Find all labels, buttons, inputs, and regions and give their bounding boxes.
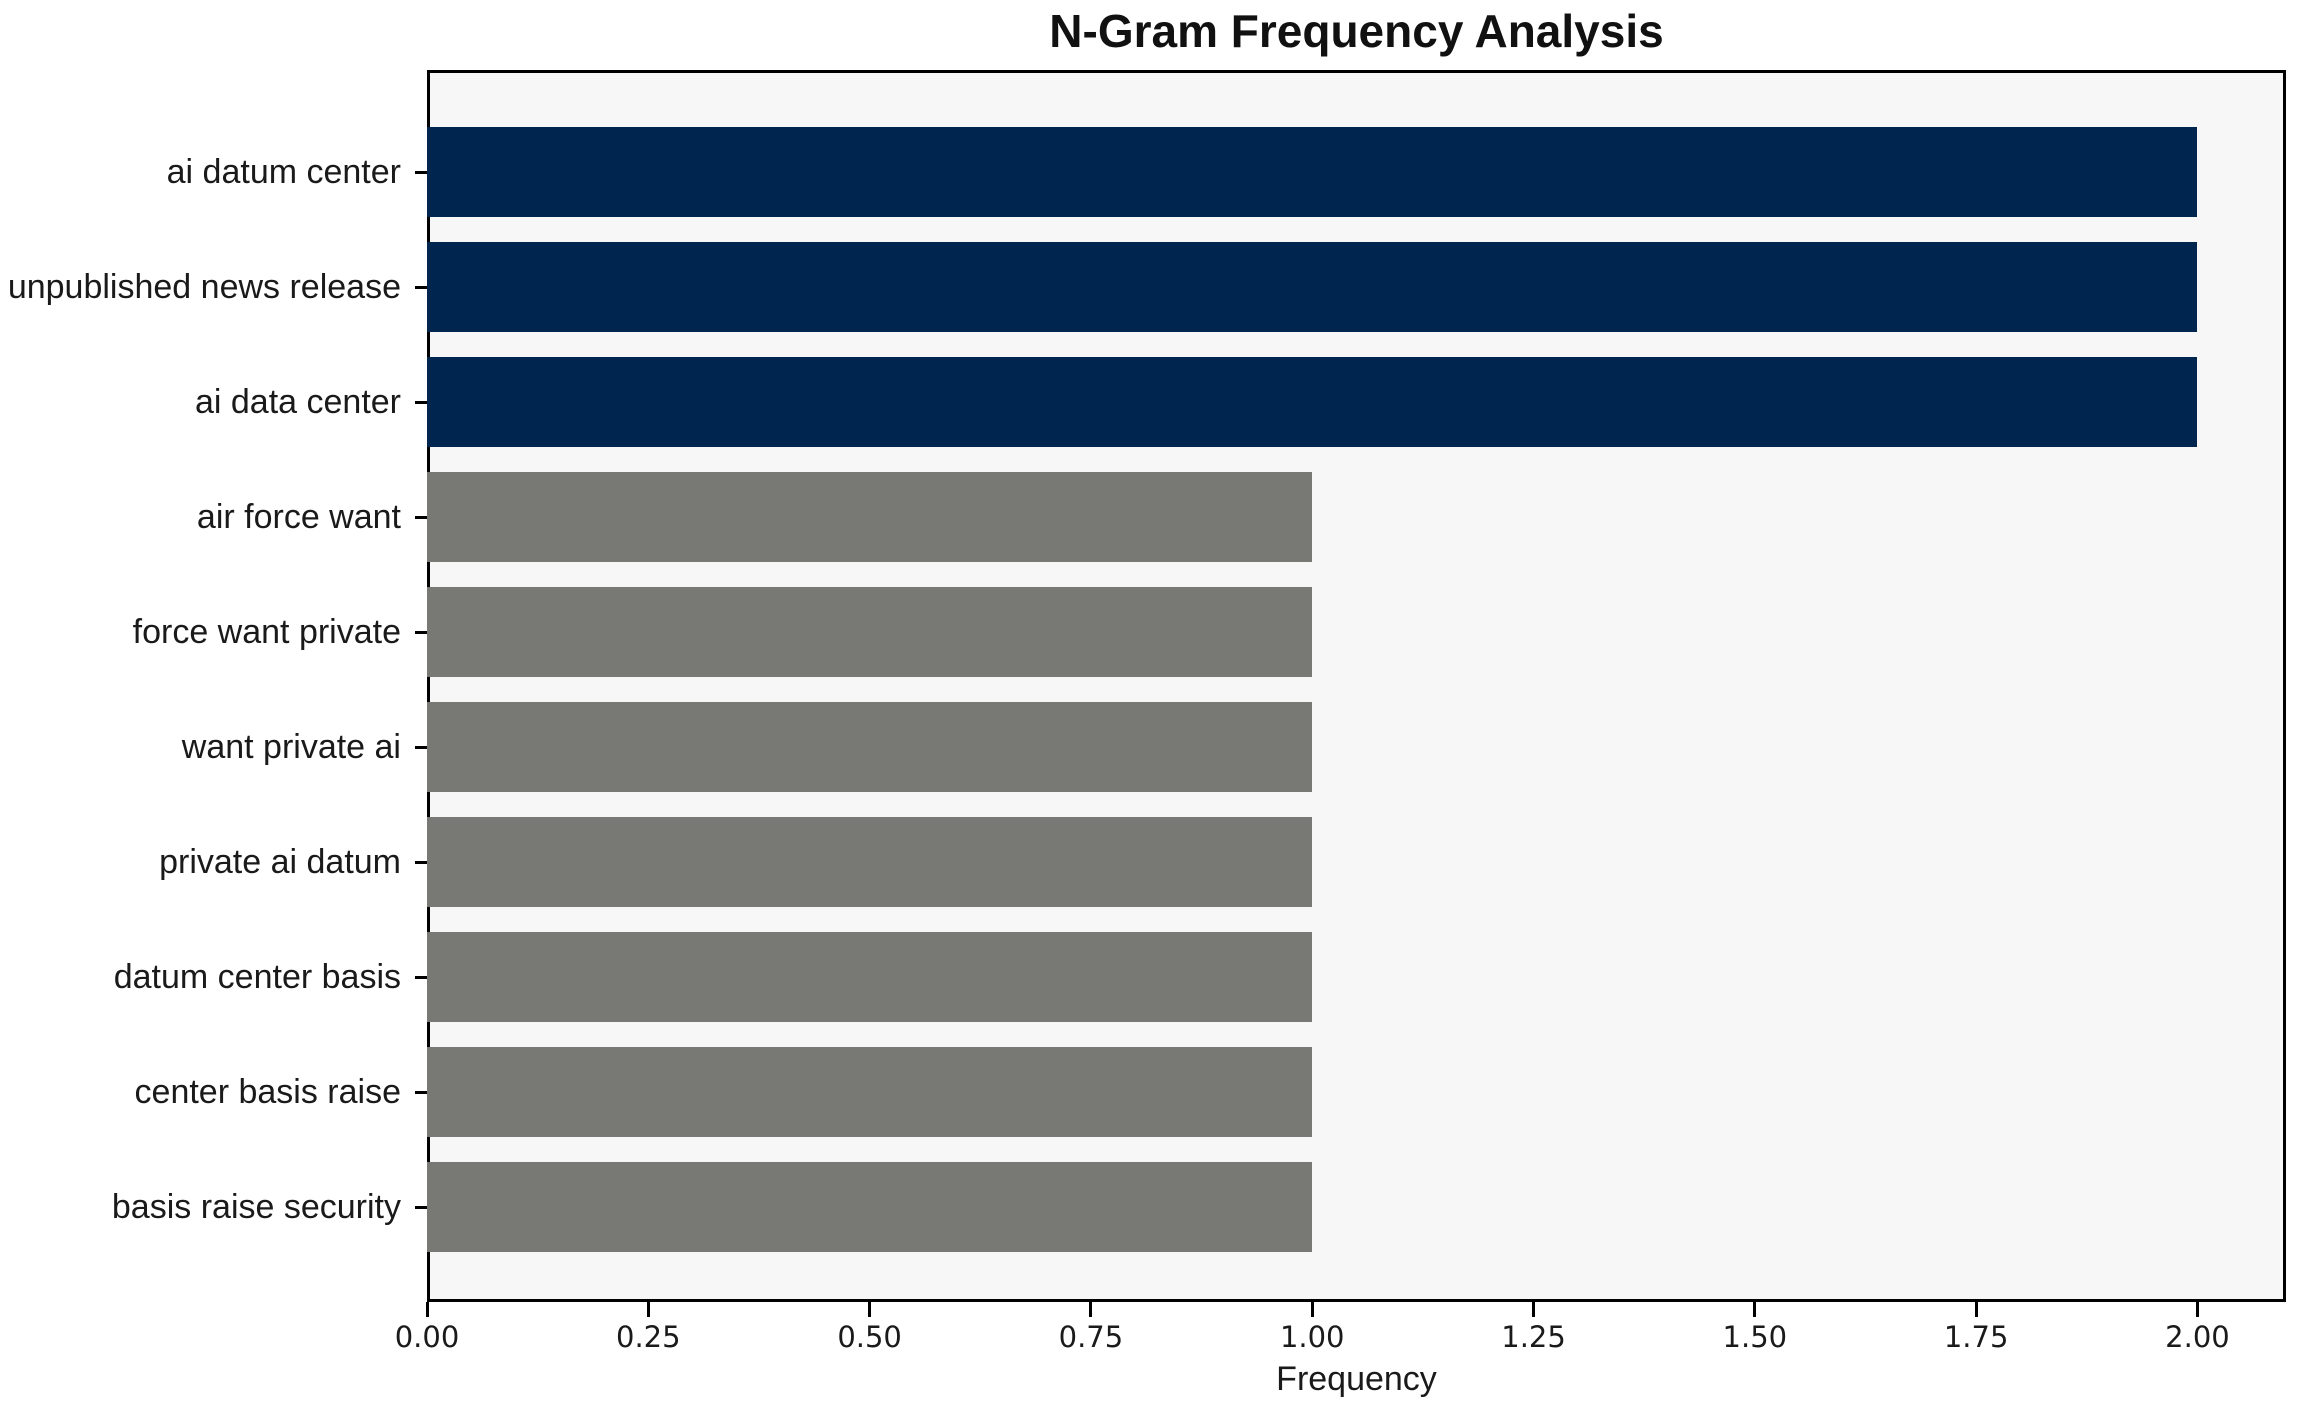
y-tick-label: private ai datum — [159, 842, 401, 881]
bar-row: force want private — [0, 587, 2305, 677]
y-tick-label: datum center basis — [113, 957, 401, 996]
x-tick-label: 0.25 — [616, 1320, 681, 1354]
y-tick-mark — [415, 975, 427, 979]
x-tick-mark — [1089, 1302, 1093, 1317]
x-tick-label: 0.75 — [1058, 1320, 1124, 1354]
y-tick-mark — [415, 630, 427, 634]
y-tick-mark — [415, 860, 427, 864]
bar-row: ai datum center — [0, 127, 2305, 217]
x-tick-label: 1.50 — [1722, 1320, 1788, 1354]
x-tick-mark — [1310, 1302, 1314, 1317]
x-tick-mark — [868, 1302, 872, 1317]
x-tick-label: 1.25 — [1501, 1320, 1566, 1354]
bar — [427, 817, 1312, 907]
bar-row: center basis raise — [0, 1047, 2305, 1137]
y-tick-label: force want private — [132, 612, 401, 651]
x-tick-mark — [1974, 1302, 1978, 1317]
chart-title: N-Gram Frequency Analysis — [1049, 5, 1664, 57]
bar — [427, 1047, 1312, 1137]
bar-row: air force want — [0, 472, 2305, 562]
y-tick-label: center basis raise — [134, 1072, 401, 1111]
bar — [427, 1162, 1312, 1252]
bars-container: ai datum center unpublished news release a… — [0, 70, 2305, 1302]
x-tick-mark — [1753, 1302, 1757, 1317]
x-tick-label: 2.00 — [2165, 1320, 2230, 1354]
bar-row: want private ai — [0, 702, 2305, 792]
y-tick-mark — [415, 285, 427, 289]
y-tick-label: ai data center — [194, 382, 401, 421]
bar — [427, 242, 2197, 332]
bar — [427, 472, 1312, 562]
bar — [427, 127, 2197, 217]
x-tick-label: 0.00 — [394, 1320, 460, 1354]
x-tick-label: 1.00 — [1279, 1320, 1345, 1354]
bar-row: private ai datum — [0, 817, 2305, 907]
y-tick-label: want private ai — [181, 727, 401, 766]
bar — [427, 702, 1312, 792]
x-tick-mark — [1532, 1302, 1536, 1317]
bar — [427, 932, 1312, 1022]
x-axis-label: Frequency — [1276, 1360, 1437, 1398]
bar-row: unpublished news release — [0, 242, 2305, 332]
y-tick-mark — [415, 745, 427, 749]
y-tick-mark — [415, 400, 427, 404]
y-tick-label: unpublished news release — [7, 267, 401, 306]
y-tick-label: air force want — [196, 497, 401, 536]
bar — [427, 357, 2197, 447]
y-tick-label: ai datum center — [166, 152, 401, 191]
x-tick-label: 1.75 — [1943, 1320, 2009, 1354]
x-tick-mark — [646, 1302, 650, 1317]
y-tick-mark — [415, 170, 427, 174]
x-tick-label: 0.50 — [837, 1320, 902, 1354]
y-tick-label: basis raise security — [111, 1187, 401, 1226]
bar-row: datum center basis — [0, 932, 2305, 1022]
y-tick-mark — [415, 515, 427, 519]
bar — [427, 587, 1312, 677]
bar-row: basis raise security — [0, 1162, 2305, 1252]
x-tick-mark — [425, 1302, 429, 1317]
y-tick-mark — [415, 1205, 427, 1209]
y-tick-mark — [415, 1090, 427, 1094]
x-tick-mark — [2195, 1302, 2199, 1317]
bar-row: ai data center — [0, 357, 2305, 447]
